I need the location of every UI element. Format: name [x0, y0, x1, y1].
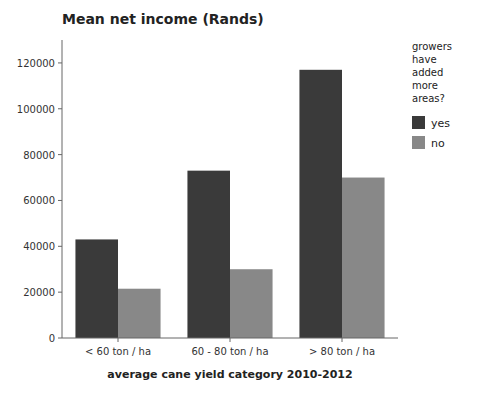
bar — [299, 70, 342, 338]
y-tick-label: 100000 — [17, 104, 55, 115]
y-tick-label: 40000 — [23, 241, 55, 252]
legend-entry: no — [431, 137, 445, 150]
y-axis — [62, 40, 63, 338]
bars — [75, 70, 384, 338]
y-tick-label: 120000 — [17, 58, 55, 69]
y-tick — [58, 108, 62, 109]
chart: Mean net income (Rands) 0 20000 40000 60000 8… — [0, 0, 500, 404]
y-tick — [58, 246, 62, 247]
title: Mean net income (Rands) — [62, 11, 264, 27]
x-tick — [118, 338, 119, 342]
x-label: average cane yield category 2010-2012 — [107, 368, 352, 381]
legend-swatch — [412, 116, 425, 129]
x-tick-label: < 60 ton / ha — [85, 346, 151, 357]
legend-entry: yes — [431, 117, 450, 130]
y-tick-label: 80000 — [23, 150, 55, 161]
x-tick-label: > 80 ton / ha — [309, 346, 375, 357]
x-tick — [230, 338, 231, 342]
x-tick-label: 60 - 80 ton / ha — [191, 346, 268, 357]
y-tick — [58, 62, 62, 63]
y-tick — [58, 154, 62, 155]
x-tick — [342, 338, 343, 342]
bar — [118, 289, 161, 338]
bar — [75, 239, 118, 338]
legend-title: growershaveaddedmoreareas? — [412, 41, 452, 104]
y-tick — [58, 338, 62, 339]
y-tick-label: 60000 — [23, 195, 55, 206]
bar — [187, 171, 230, 338]
y-tick-label: 0 — [49, 333, 55, 344]
y-tick-label: 20000 — [23, 287, 55, 298]
bar — [342, 178, 385, 338]
y-tick — [58, 292, 62, 293]
bar — [230, 269, 273, 338]
y-tick — [58, 200, 62, 201]
legend-swatch — [412, 136, 425, 149]
